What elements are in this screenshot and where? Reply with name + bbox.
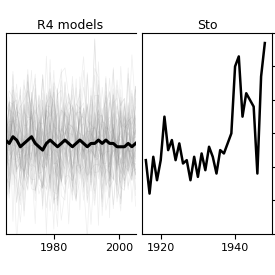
Title: Sto: Sto [197,19,218,32]
Title: R4 models: R4 models [37,19,104,32]
